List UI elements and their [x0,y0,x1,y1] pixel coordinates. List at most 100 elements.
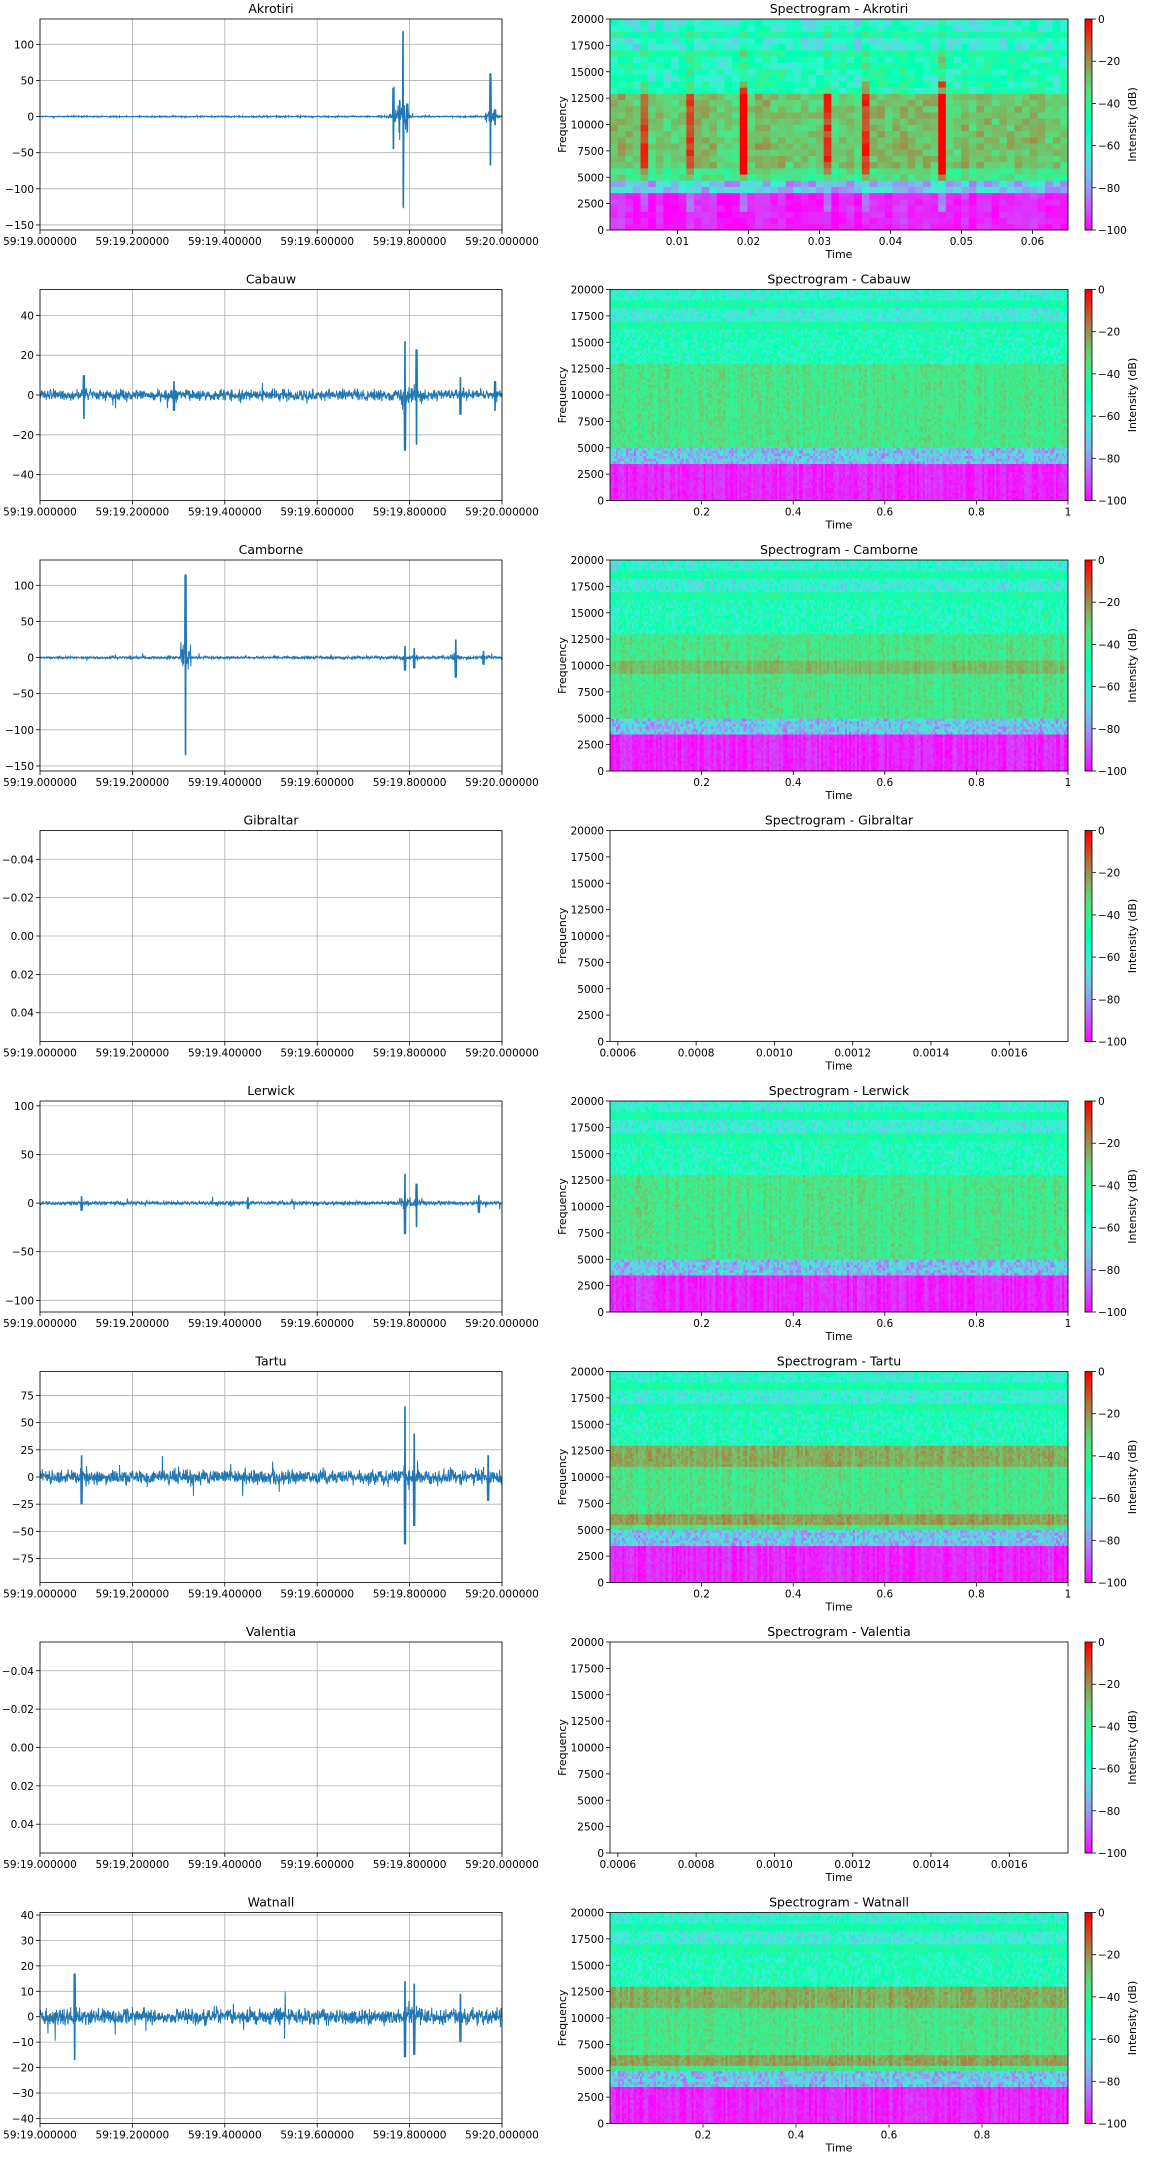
spectrogram-cell [793,118,801,125]
spectrogram-cell [633,149,641,156]
spectrogram-cell [786,93,794,100]
spectrogram-cell [801,199,809,206]
spectrogram-cell [671,69,679,76]
spectrogram-cell [915,118,923,125]
spectrogram-cell [732,162,740,169]
spectrogram-cell [938,69,946,76]
spectrogram-cell [709,162,717,169]
spectrogram-cell [854,25,862,32]
spectrogram-cell [831,118,839,125]
spectrogram-cell [892,149,900,156]
spectrogram-cell [725,143,733,150]
spectrogram-cell [839,31,847,38]
spectrogram-cell [732,218,740,225]
spectrogram-cell [824,19,832,26]
spectrogram-cell [679,205,687,212]
spectrogram-cell [747,193,755,200]
spectrogram-cell [679,112,687,119]
spectrogram-cell [671,143,679,150]
spectrogram-cell [755,93,763,100]
spectrogram-cell [663,224,671,231]
spectrogram-cell [908,31,916,38]
spectrogram-cell [740,118,748,125]
spectrogram-cell [938,100,946,107]
spectrogram-cell [786,149,794,156]
spectrogram-cell [854,187,862,194]
spectrogram-cell [663,205,671,212]
spectrogram-cell [816,112,824,119]
spectrogram-cell [923,211,931,218]
spectrogram-cell [862,69,870,76]
spectrogram-cell [633,56,641,63]
spectrogram-cell [725,87,733,94]
spectrogram-cell [854,44,862,51]
spectrogram-cell [725,19,733,26]
spectrogram-cell [679,218,687,225]
spectrogram-cell [870,125,878,132]
spectrogram-cell [648,187,656,194]
spectrogram-cell [732,75,740,82]
spectrogram-cell [778,180,786,187]
spectrogram-cell [892,168,900,175]
spectrogram-cell [786,218,794,225]
spectrogram-cell [641,75,649,82]
spectrogram-cell [717,125,725,132]
spectrogram-cell [793,174,801,181]
x-tick-label: 59:19.400000 [188,236,262,248]
spectrogram-cell [641,180,649,187]
spectrogram-cell [824,149,832,156]
spectrogram-cell [747,75,755,82]
spectrogram-cell [732,125,740,132]
spectrogram-cell [816,19,824,26]
spectrogram-cell [801,218,809,225]
spectrogram-cell [755,81,763,88]
spectrogram-cell [663,156,671,163]
spectrogram-cell [633,19,641,26]
spectrogram-cell [648,19,656,26]
spectrogram-cell [870,93,878,100]
spectrogram-cell [725,44,733,51]
spectrogram-cell [778,62,786,69]
spectrogram-cell [923,162,931,169]
spectrogram-cell [839,156,847,163]
spectrogram-cell [709,106,717,113]
spectrogram-cell [892,69,900,76]
spectrogram-cell [854,180,862,187]
spectrogram-cell [862,19,870,26]
spectrogram-cell [808,56,816,63]
spectrogram-cell [717,25,725,32]
spectrogram-cell [938,56,946,63]
spectrogram-cell [778,106,786,113]
spectrogram-cell [847,75,855,82]
spectrogram-cell [610,87,618,94]
spectrogram-cell [641,218,649,225]
spectrogram-cell [816,106,824,113]
spectrogram-cell [740,56,748,63]
spectrogram-cell [839,69,847,76]
spectrogram-cell [702,100,710,107]
spectrogram-cell [778,143,786,150]
spectrogram-cell [732,56,740,63]
spectrogram-cell [808,162,816,169]
spectrogram-cell [786,56,794,63]
spectrogram-cell [694,19,702,26]
spectrogram-cell [915,211,923,218]
spectrogram-cell [610,199,618,206]
spectrogram-cell [633,218,641,225]
spectrogram-cell [755,31,763,38]
spectrogram-cell [900,31,908,38]
spectrogram-cell [625,162,633,169]
spectrogram-cell [923,168,931,175]
spectrogram-cell [908,143,916,150]
spectrogram-cell [793,168,801,175]
spectrogram-cell [770,100,778,107]
spectrogram-cell [839,162,847,169]
spectrogram-cell [763,174,771,181]
spectrogram-cell [854,131,862,138]
spectrogram-cell [725,224,733,231]
spectrogram-cell [717,50,725,57]
spectrogram-cell [816,218,824,225]
spectrogram-cell [610,31,618,38]
spectrogram-cell [641,162,649,169]
spectrogram-cell [641,50,649,57]
